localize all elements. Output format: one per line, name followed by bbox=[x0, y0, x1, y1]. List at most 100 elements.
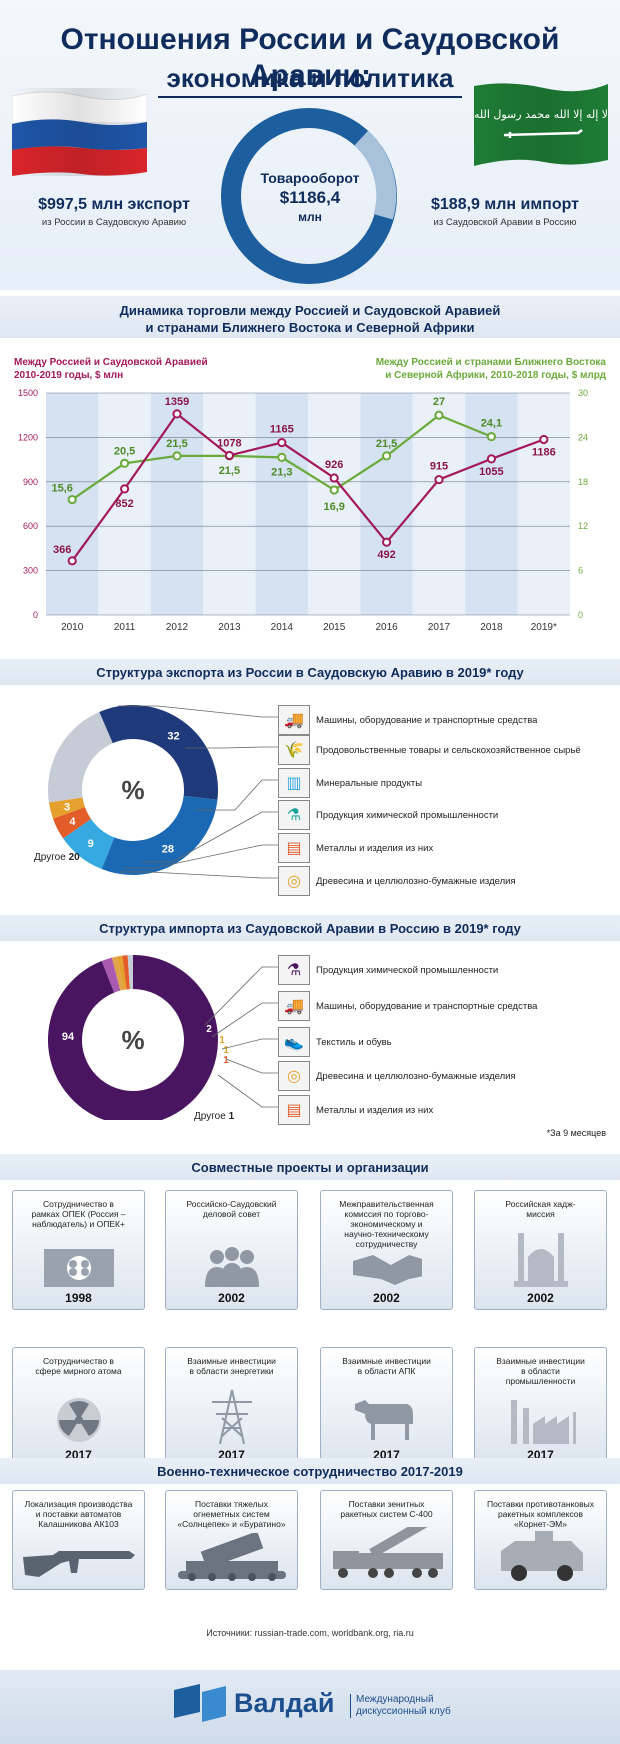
y-left-tick: 1500 bbox=[18, 388, 38, 398]
flag-shahada: لا إله إلا الله محمد رسول الله bbox=[474, 108, 608, 121]
y-right-tick: 0 bbox=[578, 610, 583, 620]
truck-icon: 🚚 bbox=[278, 705, 310, 735]
export-segment bbox=[48, 797, 86, 819]
green-series-label: 16,9 bbox=[323, 501, 344, 513]
crimson-series-point bbox=[172, 409, 182, 419]
crimson-series-point bbox=[67, 556, 77, 566]
saudi-flag-icon: لا إله إلا الله محمد رسول الله bbox=[474, 83, 608, 166]
export-legend-item: 🚚 Машины, оборудование и транспортные сре… bbox=[278, 705, 537, 735]
import-small-label: 2 bbox=[206, 1024, 212, 1035]
project-text: Сотрудничество в сфере мирного атома bbox=[35, 1356, 122, 1376]
people-icon bbox=[196, 1239, 267, 1287]
chart-band bbox=[517, 393, 570, 615]
launcher-icon bbox=[172, 1533, 291, 1583]
y-left-tick: 1200 bbox=[18, 432, 38, 442]
project-card: Российская хадж-миссия 2002 bbox=[474, 1190, 607, 1310]
right-series-legend: Между Россией и странами Ближнего Восток… bbox=[376, 356, 606, 382]
project-card: Взаимные инвестиции в области промышленн… bbox=[474, 1347, 607, 1467]
project-card: Российско-Саудовский деловой совет 2002 bbox=[165, 1190, 298, 1310]
import-segment bbox=[101, 957, 121, 993]
export-legend-label: Минеральные продукты bbox=[316, 777, 423, 789]
chart-band bbox=[360, 393, 413, 615]
crimson-series-label: 852 bbox=[115, 498, 133, 510]
import-title: Структура импорта из Саудовской Аравии в… bbox=[99, 921, 521, 936]
green-series-point bbox=[277, 452, 287, 462]
turnover-label: Товарооборот bbox=[260, 170, 360, 186]
export-legend-item: ⚗ Продукция химической промышленности bbox=[278, 800, 498, 830]
import-legend-item: ◎ Древесина и целлюлозно-бумажные изделия bbox=[278, 1061, 516, 1091]
green-series-label: 21,5 bbox=[166, 438, 187, 450]
leader-line bbox=[124, 844, 278, 869]
export-segment bbox=[63, 818, 115, 870]
mosque-icon bbox=[505, 1233, 576, 1287]
y-left-tick: 600 bbox=[23, 521, 38, 531]
rifle-icon bbox=[19, 1543, 138, 1583]
s400-icon bbox=[327, 1527, 446, 1583]
chart-band bbox=[203, 393, 256, 615]
green-series-label: 21,3 bbox=[271, 466, 292, 478]
x-tick: 2012 bbox=[166, 622, 189, 633]
leader-line bbox=[204, 966, 278, 1026]
radiation-icon bbox=[43, 1396, 114, 1444]
shoe-icon: 👟 bbox=[278, 1027, 310, 1057]
leader-line bbox=[211, 1002, 278, 1038]
military-card: Поставки противотанковых ракетных компле… bbox=[474, 1490, 607, 1590]
trade-title-line2: и странами Ближнего Востока и Северной А… bbox=[145, 320, 475, 335]
project-year: 1998 bbox=[65, 1291, 92, 1305]
green-series-point bbox=[172, 451, 182, 461]
left-legend-line2: 2010-2019 годы, $ млн bbox=[14, 370, 124, 381]
right-legend-line1: Между Россией и странами Ближнего Восток… bbox=[375, 357, 606, 368]
barrel-icon: ▥ bbox=[278, 768, 310, 798]
turnover-block: Товарооборот $1186,4 млн bbox=[240, 170, 380, 224]
x-tick: 2010 bbox=[61, 622, 84, 633]
project-text: Взаимные инвестиции в области АПК bbox=[342, 1356, 431, 1376]
import-legend-item: 👟 Текстиль и обувь bbox=[278, 1027, 392, 1057]
leader-line bbox=[185, 746, 278, 749]
y-right-tick: 24 bbox=[578, 432, 588, 442]
factory-icon bbox=[505, 1396, 576, 1444]
import-legend-item: ▤ Металлы и изделия из них bbox=[278, 1095, 433, 1125]
logs-icon: ◎ bbox=[278, 1061, 310, 1091]
projects-title-band bbox=[0, 1154, 620, 1180]
export-segment bbox=[48, 711, 114, 803]
crimson-series-point bbox=[539, 434, 549, 445]
crimson-series-point bbox=[486, 454, 496, 464]
y-right-tick: 6 bbox=[578, 566, 583, 576]
project-text: Сотрудничество в рамках ОПЕК (Россия – н… bbox=[31, 1199, 126, 1229]
trade-title-line1: Динамика торговли между Россией и Саудов… bbox=[119, 303, 501, 318]
valdai-logo-icon bbox=[174, 1684, 226, 1722]
footer-logo: Валдай bbox=[234, 1688, 335, 1718]
trade-line-chart: 0 300 600 900 1200 1500 0 6 12 18 24 30 2010 2011 2012… bbox=[18, 388, 588, 633]
export-segment bbox=[99, 705, 218, 800]
turnover-unit: млн bbox=[298, 210, 322, 224]
crimson-series-point bbox=[434, 474, 444, 485]
crimson-series-point bbox=[120, 484, 130, 494]
metal-bars-icon: ▤ bbox=[278, 1095, 310, 1125]
leader-line bbox=[225, 1058, 278, 1074]
export-legend-label: Древесина и целлюлозно-бумажные изделия bbox=[316, 875, 516, 887]
export-amount-text: $997,5 млн экспорт bbox=[38, 196, 190, 213]
x-tick: 2013 bbox=[218, 622, 241, 633]
green-series-point bbox=[382, 451, 392, 461]
green-series-label: 27 bbox=[433, 396, 445, 408]
x-tick: 2014 bbox=[271, 622, 294, 633]
import-small-label: 1 bbox=[223, 1055, 229, 1066]
cow-icon bbox=[351, 1396, 422, 1444]
handshake-icon bbox=[351, 1239, 422, 1287]
crimson-series-line bbox=[71, 412, 545, 562]
leader-line bbox=[221, 1038, 278, 1050]
x-tick: 2019* bbox=[531, 622, 557, 633]
project-text: Межправительственная комиссия по торгово… bbox=[339, 1199, 434, 1249]
x-tick: 2016 bbox=[375, 622, 398, 633]
crimson-series-point bbox=[329, 473, 339, 483]
turnover-value: $1186,4 bbox=[279, 188, 341, 207]
left-legend-line1: Между Россией и Саудовской Аравией bbox=[14, 357, 208, 368]
projects-title: Совместные проекты и организации bbox=[191, 1160, 429, 1175]
export-other-label: Другое 20 bbox=[34, 852, 80, 863]
leader-line bbox=[120, 871, 278, 879]
project-text: Взаимные инвестиции в области энергетики bbox=[187, 1356, 276, 1376]
export-segment-label: 4 bbox=[69, 816, 76, 828]
export-legend-item: ▥ Минеральные продукты bbox=[278, 768, 422, 798]
truck-icon: 🚚 bbox=[278, 991, 310, 1021]
project-year: 2002 bbox=[527, 1291, 554, 1305]
